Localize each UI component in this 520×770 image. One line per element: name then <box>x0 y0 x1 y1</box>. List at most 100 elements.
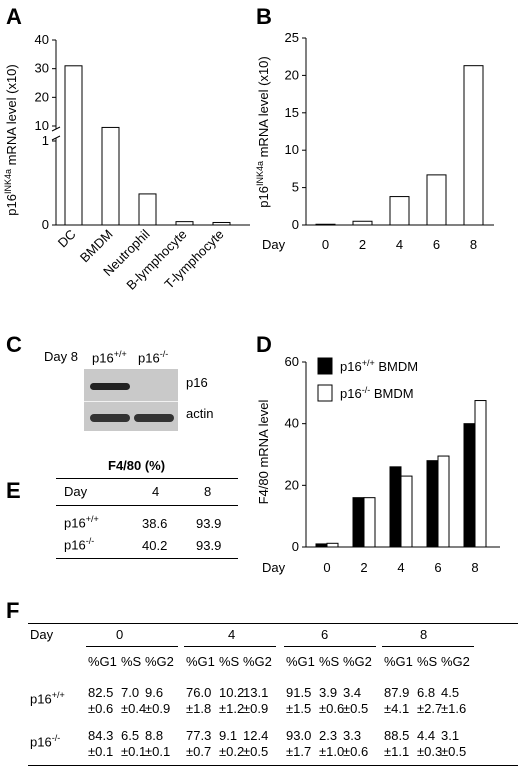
y-tick-label: 20 <box>285 67 299 82</box>
f-subheader: %S <box>417 654 438 669</box>
x-axis-label: Day <box>262 560 286 575</box>
e-row-label: p16-/- <box>64 536 95 553</box>
bar <box>138 193 157 226</box>
bar <box>389 196 410 226</box>
f-subheader: %G2 <box>243 654 272 669</box>
bar <box>389 466 402 548</box>
bar <box>315 543 328 548</box>
f-cell-value: 4.4 <box>417 728 436 743</box>
f-cell-value: 4.5 <box>441 685 460 700</box>
panel-letter-d: D <box>256 332 272 357</box>
y-axis-label: F4/80 mRNA level <box>256 400 271 505</box>
f-subheader: %S <box>219 654 240 669</box>
e-header-8: 8 <box>204 484 212 499</box>
e-cell: 93.9 <box>196 538 222 553</box>
f-cell-sd: ±0.5 <box>243 744 269 759</box>
blot-band-p16-wt <box>90 383 130 390</box>
y-axis-label: p16INK4a mRNA level (x10) <box>3 64 19 215</box>
y-tick-label: 40 <box>285 416 299 431</box>
y-tick-label: 30 <box>35 61 49 76</box>
bar <box>426 174 447 226</box>
e-bottom-rule <box>56 558 238 559</box>
e-mid-rule <box>56 505 238 506</box>
f-cell-sd: ±0.5 <box>441 744 467 759</box>
legend-label: p16+/+ BMDM <box>340 358 418 374</box>
f-cell-sd: ±0.6 <box>88 701 114 716</box>
f-subheader: %G1 <box>384 654 413 669</box>
bar <box>400 475 413 548</box>
axis-break-mark <box>51 126 61 132</box>
f-cell-value: 6.8 <box>417 685 436 700</box>
f-subheader: %G1 <box>88 654 117 669</box>
f-cell-sd: ±4.1 <box>384 701 410 716</box>
bar <box>212 221 231 226</box>
f-cell-value: 2.3 <box>319 728 338 743</box>
f-day-header: 6 <box>321 627 329 642</box>
panel-letter-f: F <box>6 598 20 623</box>
y-tick-label: 20 <box>285 477 299 492</box>
x-tick-label: 0 <box>323 560 330 575</box>
f-cell-sd: ±0.3 <box>417 744 443 759</box>
f-cell-value: 88.5 <box>384 728 410 743</box>
bar <box>352 497 365 548</box>
bar <box>463 65 484 226</box>
x-tick-label: 0 <box>322 237 329 252</box>
x-axis-label: Day <box>262 237 286 252</box>
bar <box>175 221 194 226</box>
f-cell-sd: ±1.7 <box>286 744 312 759</box>
blot-col-wt: p16+/+ <box>92 349 127 366</box>
f-group-rule <box>284 646 376 647</box>
blot-image <box>84 369 178 431</box>
panel-letter-b: B <box>256 4 272 29</box>
legend-swatch <box>317 357 333 375</box>
f-cell-value: 3.4 <box>343 685 362 700</box>
f-cell-sd: ±0.6 <box>319 701 345 716</box>
y-tick-label: 1 <box>42 133 49 148</box>
y-tick-label: 60 <box>285 354 299 369</box>
x-tick-label: 8 <box>471 560 478 575</box>
f-cell-sd: ±1.6 <box>441 701 467 716</box>
x-tick-label: 6 <box>434 560 441 575</box>
f-cell-sd: ±0.1 <box>121 744 147 759</box>
f-cell-value: 9.1 <box>219 728 238 743</box>
y-tick-label: 0 <box>42 217 49 232</box>
f-cell-value: 3.3 <box>343 728 362 743</box>
f-cell-sd: ±1.8 <box>186 701 212 716</box>
f-cell-value: 12.4 <box>243 728 269 743</box>
f-cell-value: 84.3 <box>88 728 114 743</box>
f-cell-sd: ±1.2 <box>219 701 245 716</box>
f-cell-sd: ±0.4 <box>121 701 147 716</box>
f-subheader: %S <box>121 654 142 669</box>
f-subheader: %G1 <box>286 654 315 669</box>
blot-label-p16: p16 <box>186 375 208 390</box>
e-header-4: 4 <box>152 484 160 499</box>
f-cell-value: 87.9 <box>384 685 410 700</box>
f-bottom-rule <box>28 765 518 766</box>
f-cell-sd: ±0.7 <box>186 744 212 759</box>
f-cell-value: 8.8 <box>145 728 164 743</box>
y-tick-label: 10 <box>285 142 299 157</box>
f-cell-sd: ±2.7 <box>417 701 443 716</box>
f-group-rule <box>184 646 276 647</box>
e-header-day: Day <box>64 484 88 499</box>
panel-letter-a: A <box>6 4 22 29</box>
f-cell-value: 77.3 <box>186 728 212 743</box>
f-cell-value: 93.0 <box>286 728 312 743</box>
y-tick-label: 40 <box>35 32 49 47</box>
legend-swatch <box>317 384 333 402</box>
y-tick-label: 20 <box>35 89 49 104</box>
legend-label: p16-/- BMDM <box>340 385 414 401</box>
f-cell-sd: ±0.9 <box>145 701 171 716</box>
blot-label-actin: actin <box>186 406 214 421</box>
f-top-rule <box>28 623 518 624</box>
blot-day-label: Day 8 <box>44 349 78 364</box>
f-group-rule <box>382 646 474 647</box>
f-cell-sd: ±1.0 <box>319 744 345 759</box>
bar <box>326 542 339 548</box>
f-cell-sd: ±0.1 <box>88 744 114 759</box>
f-cell-value: 82.5 <box>88 685 114 700</box>
x-tick-label: 4 <box>396 237 403 252</box>
bar <box>101 126 120 226</box>
e-cell: 93.9 <box>196 516 222 531</box>
